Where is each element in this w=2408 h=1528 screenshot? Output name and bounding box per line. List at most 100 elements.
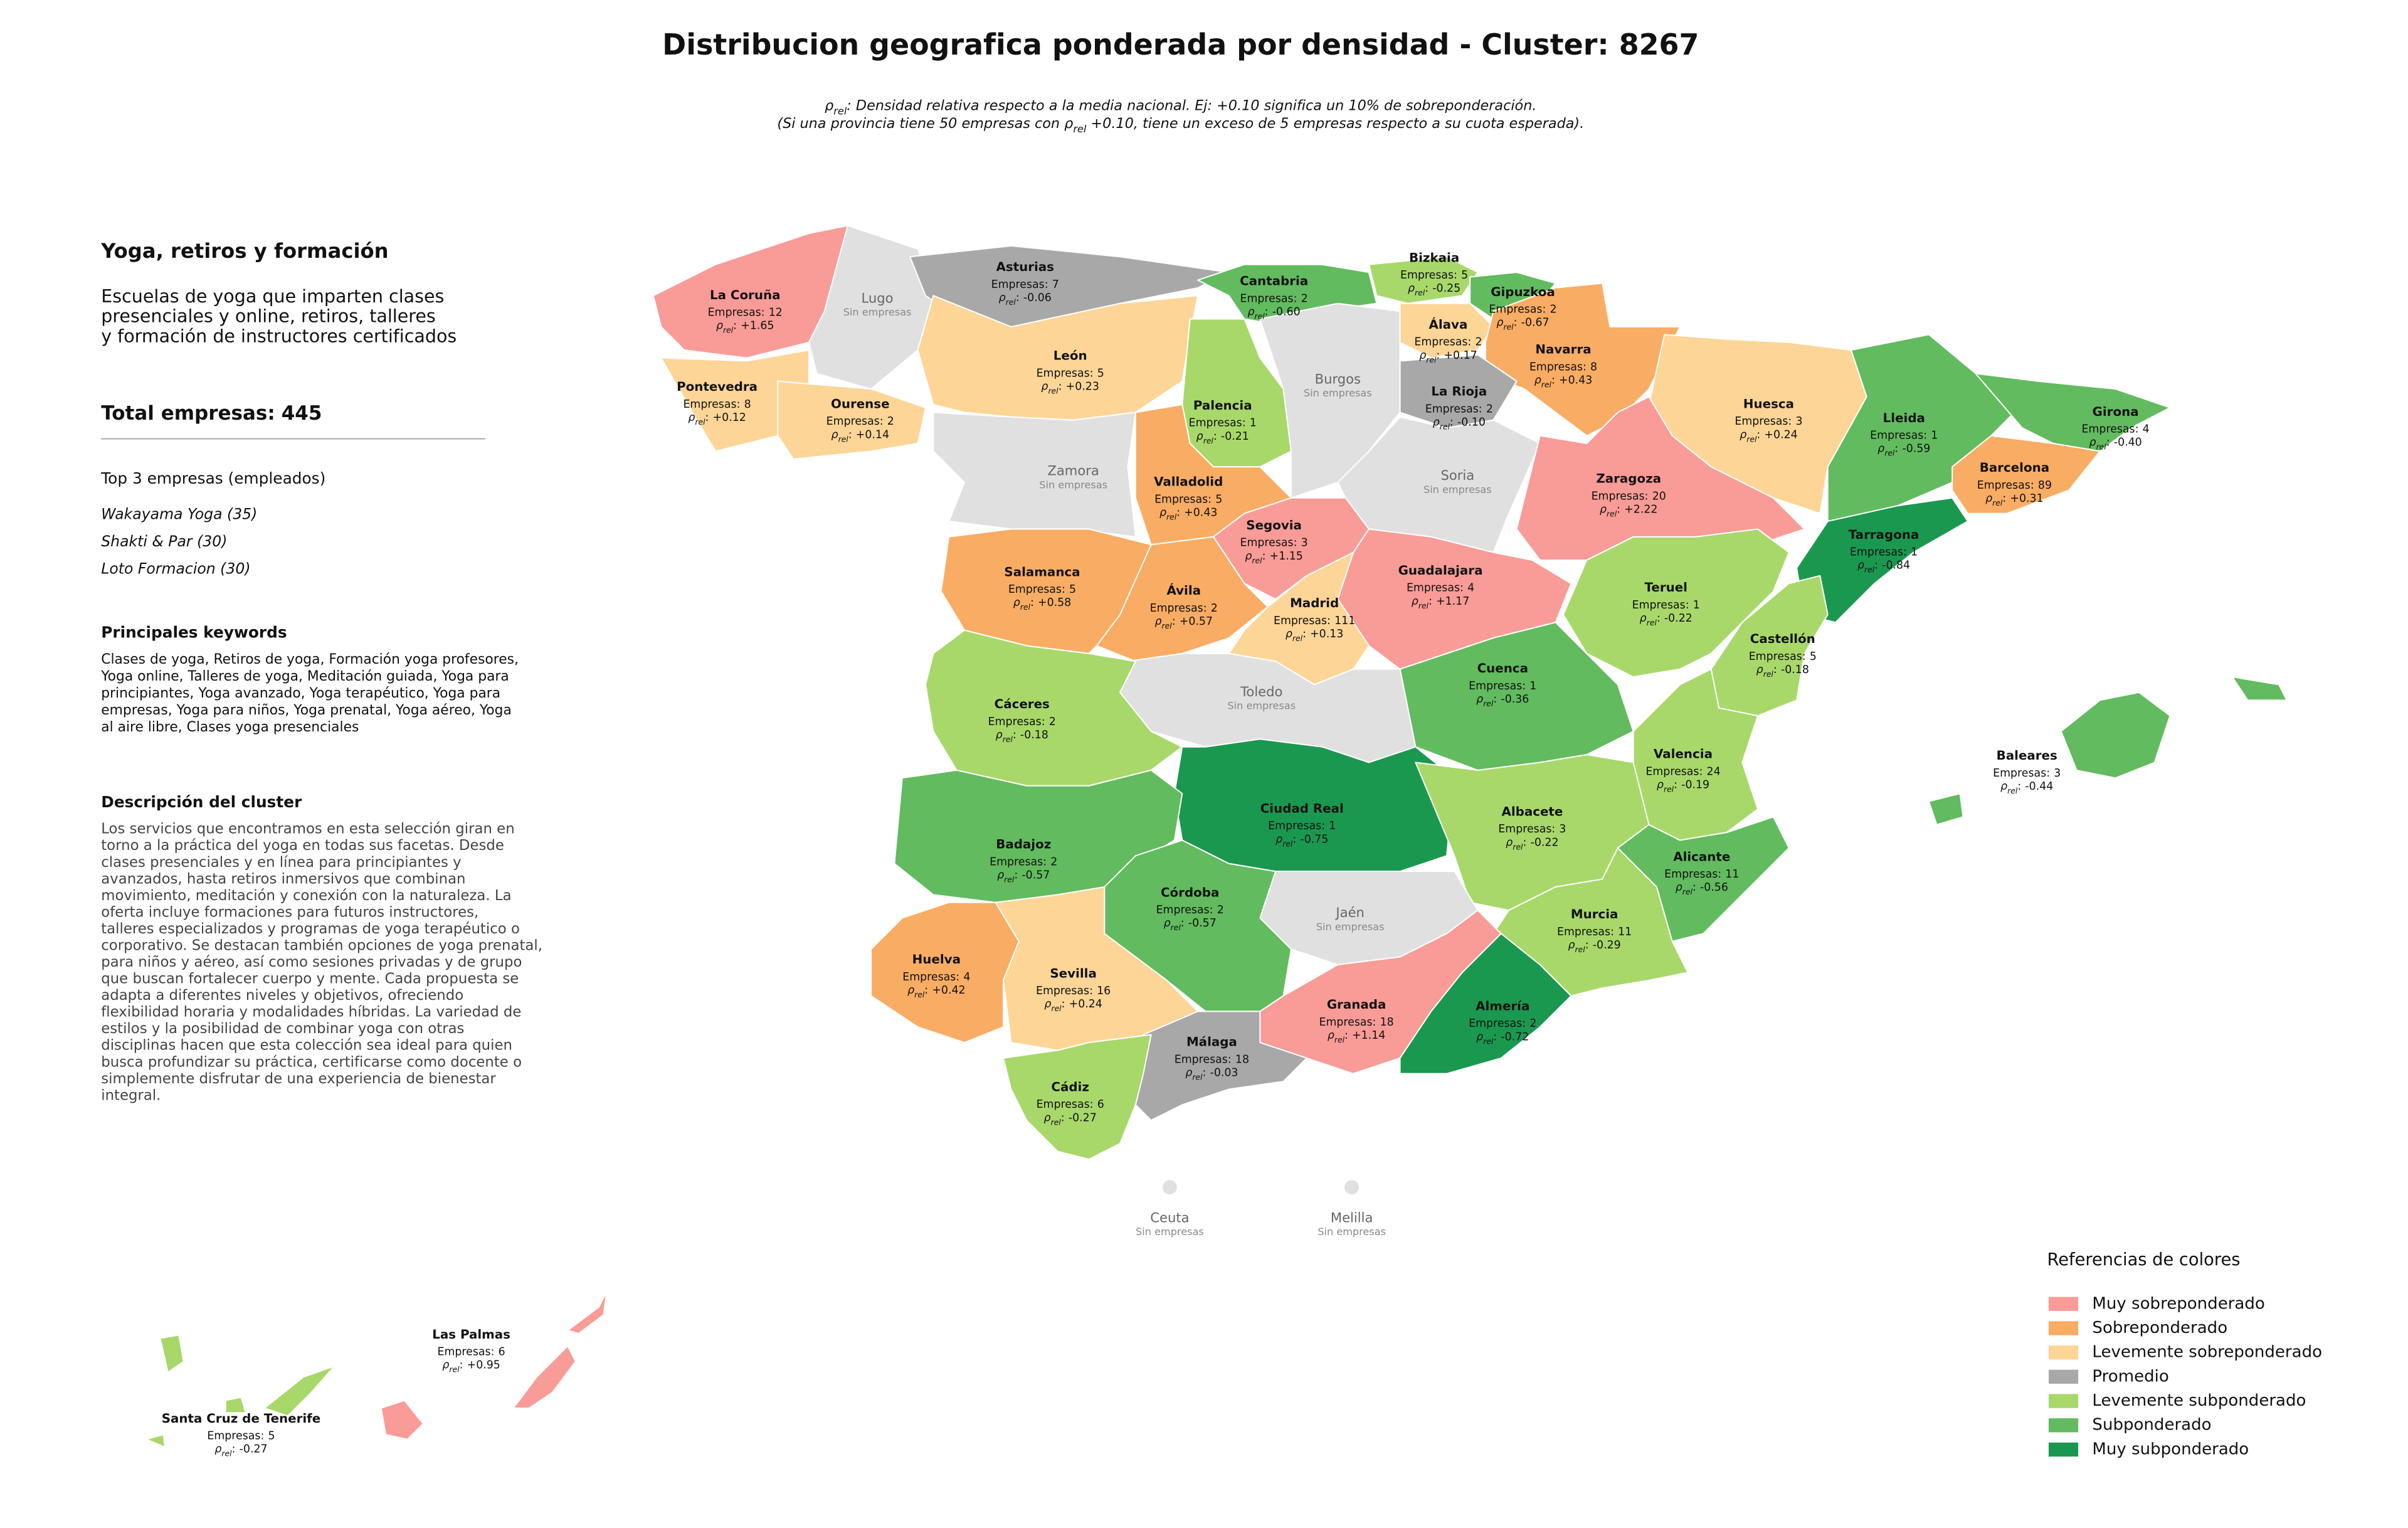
province-count: Empresas: 1: [1850, 546, 1918, 559]
rho-symbol: ρ: [1600, 503, 1607, 516]
rho-value: -0.21: [1221, 430, 1249, 443]
count-prefix: Empresas:: [1993, 767, 2050, 780]
rho-subscript: rel: [1647, 618, 1657, 627]
province-name: Toledo: [1240, 684, 1282, 699]
count-prefix: Empresas:: [1870, 430, 1927, 442]
rho-subscript: rel: [1282, 839, 1293, 848]
rho-symbol: ρ: [1275, 833, 1282, 846]
rho-value: +0.24: [1764, 428, 1797, 441]
rho-symbol: ρ: [1248, 305, 1255, 318]
count-value: 5: [1215, 493, 1222, 506]
cluster-line: movimiento, meditación y conexión con la…: [101, 888, 511, 904]
rho-separator: :: [1450, 416, 1454, 429]
legend-swatch: [2048, 1442, 2079, 1457]
rho-separator: :: [1203, 1066, 1207, 1079]
rho-subscript: rel: [1763, 669, 1774, 679]
province-rho: ρrel: -0.36: [1476, 693, 1529, 708]
province-count: Empresas: 7: [991, 279, 1059, 291]
rho-symbol: ρ: [999, 292, 1006, 304]
rho-subscript: rel: [2007, 786, 2018, 795]
province-count: Empresas: 2: [1469, 1017, 1536, 1030]
province: [1096, 536, 1269, 662]
count-prefix: Empresas:: [207, 1430, 264, 1443]
province-count: Empresas: 4: [1407, 582, 1474, 595]
count-value: 2: [1049, 716, 1056, 728]
legend-swatch: [2048, 1345, 2079, 1360]
rho-value: -0.19: [1681, 778, 1709, 791]
rho-symbol: ρ: [1877, 443, 1884, 455]
rho-subscript: rel: [1746, 434, 1757, 443]
province-rho: ρrel: +0.17: [1419, 349, 1477, 364]
rho-symbol: ρ: [1985, 492, 1992, 505]
rho-separator: :: [1059, 380, 1062, 393]
province-rho: ρrel: -0.44: [2000, 780, 2053, 795]
province-count: Empresas: 1: [1268, 820, 1336, 832]
province: [1337, 416, 1541, 553]
province-name: Cádiz: [1051, 1080, 1089, 1094]
sidebar-title: Yoga, retiros y formación: [100, 239, 388, 263]
count-prefix: Empresas:: [1425, 403, 1482, 415]
rho-value: -0.36: [1501, 693, 1529, 706]
rho-value: +0.17: [1444, 349, 1477, 362]
province-rho: ρrel: +1.65: [716, 320, 774, 335]
cluster-line: torno a la práctica del yoga en todas su…: [101, 837, 504, 854]
rho-symbol: ρ: [1640, 612, 1647, 625]
count-value: 6: [499, 1346, 505, 1359]
province-name: Ceuta: [1150, 1209, 1189, 1225]
rho-symbol: ρ: [1164, 917, 1171, 930]
rho-value: +0.42: [932, 984, 965, 997]
rho-subscript: rel: [914, 990, 925, 999]
rho-subscript: rel: [1051, 1004, 1062, 1013]
cluster-line: Los servicios que encontramos en esta se…: [101, 821, 514, 837]
rho-subscript: rel: [1051, 1117, 1062, 1127]
rho-value: +0.13: [1310, 628, 1343, 640]
count-prefix: Empresas:: [1037, 367, 1094, 379]
rho-value: +2.22: [1624, 503, 1657, 516]
top-item: Loto Formacion (30): [101, 560, 250, 577]
province-count: Empresas: 6: [438, 1346, 505, 1359]
province-rho: ρrel: -0.22: [1640, 612, 1692, 627]
province-count: Empresas: 5: [1400, 269, 1468, 282]
note: ρrel: Densidad relativa respecto a la me…: [825, 97, 1536, 117]
rho-symbol: ρ: [1408, 282, 1415, 295]
rho-separator: :: [2002, 492, 2006, 505]
rho-value: -0.67: [1521, 317, 1550, 329]
rho-separator: :: [1425, 282, 1428, 295]
rho-symbol: ρ: [1756, 664, 1763, 676]
rho-symbol: ρ: [996, 729, 1003, 741]
rho-symbol: ρ: [1185, 1066, 1192, 1079]
count-value: 2: [1550, 304, 1557, 316]
rho-value: -0.44: [2025, 780, 2053, 793]
total-value: 445: [282, 401, 322, 424]
rho-separator: :: [1514, 317, 1518, 329]
count-value: 5: [1810, 650, 1817, 663]
province-name: Segovia: [1246, 518, 1302, 533]
province: [1127, 1011, 1307, 1122]
province-count: Empresas: 2: [988, 716, 1056, 728]
rho-subscript: rel: [1483, 1036, 1494, 1046]
province-name: Pontevedra: [677, 379, 758, 394]
province-name: Asturias: [996, 260, 1054, 274]
cluster-heading: Descripción del cluster: [101, 793, 302, 811]
rho-symbol: ρ: [1419, 349, 1426, 362]
province-rho: ρrel: -0.57: [997, 869, 1050, 884]
rho-symbol: ρ: [1676, 881, 1682, 894]
province-name: Málaga: [1186, 1035, 1237, 1049]
top-item: Shakti & Par (30): [101, 533, 227, 550]
rho-subscript: rel: [1252, 556, 1262, 565]
rho-value: -0.57: [1188, 917, 1217, 930]
province-name: Barcelona: [1980, 460, 2049, 475]
top-heading: Top 3 empresas (empleados): [100, 469, 325, 487]
province-name: Madrid: [1290, 596, 1339, 610]
province-name: Córdoba: [1161, 885, 1219, 899]
keywords-heading: Principales keywords: [101, 623, 287, 642]
province-name: Murcia: [1571, 907, 1619, 921]
rho-separator: :: [1016, 292, 1020, 304]
count-prefix: Empresas:: [1749, 650, 1806, 663]
rho-separator: :: [1585, 939, 1589, 952]
province-name: Álava: [1429, 317, 1468, 332]
rho-separator: :: [848, 428, 852, 441]
rho-separator: :: [1674, 778, 1677, 791]
rho-symbol: ρ: [1044, 1112, 1051, 1124]
count-value: 3: [1796, 415, 1803, 428]
